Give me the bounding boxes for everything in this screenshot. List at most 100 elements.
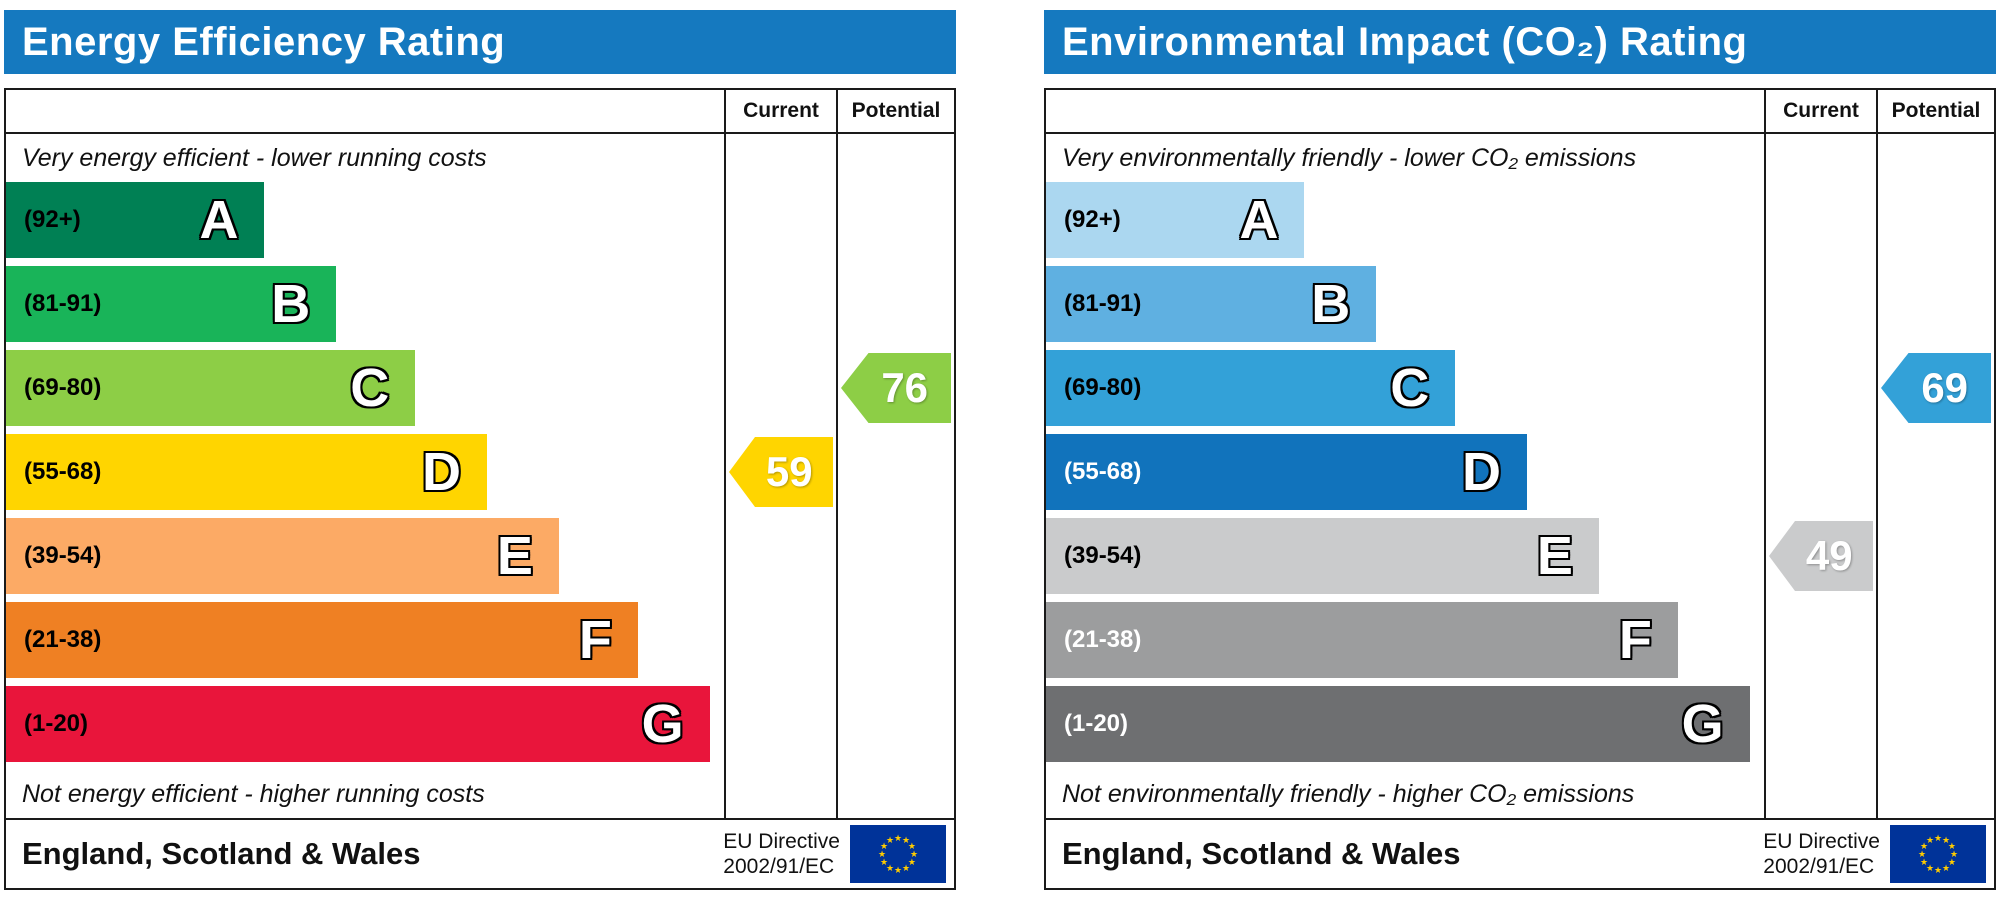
band-range-label: (21-38) (24, 626, 102, 653)
environment-current-column: 49 (1764, 134, 1876, 818)
energy-band-b: (81-91) B (6, 266, 337, 342)
band-row: (92+) A (6, 182, 724, 258)
svg-text:★: ★ (1948, 858, 1956, 868)
energy-bottom-caption: Not energy efficient - higher running co… (22, 779, 485, 808)
band-range-label: (81-91) (1064, 290, 1142, 317)
band-letter: G (641, 694, 684, 754)
environment-band-g: (1-20) G (1046, 686, 1750, 762)
energy-band-a: (92+) A (6, 182, 265, 258)
energy-band-e: (39-54) E (6, 518, 559, 594)
environment-potential-value: 69 (1921, 364, 1969, 411)
energy-rating-table: Current Potential Very energy efficient … (4, 88, 956, 890)
svg-text:★: ★ (1920, 842, 1928, 852)
energy-bands-area: Very energy efficient - lower running co… (6, 134, 724, 818)
band-range-label: (92+) (1064, 206, 1121, 233)
energy-columns-header: Current Potential (6, 90, 954, 134)
band-range-label: (55-68) (24, 458, 102, 485)
energy-potential-value: 76 (881, 364, 929, 411)
energy-current-column: 59 (724, 134, 836, 818)
svg-text:★: ★ (1934, 834, 1942, 844)
environment-band-e: (39-54) E (1046, 518, 1599, 594)
svg-text:★: ★ (1942, 864, 1950, 874)
environment-title-bar: Environmental Impact (CO₂) Rating (1044, 10, 1996, 74)
svg-text:★: ★ (886, 864, 894, 874)
band-letter: A (199, 190, 239, 250)
energy-top-caption: Very energy efficient - lower running co… (22, 143, 487, 172)
energy-chart-area: Very energy efficient - lower running co… (6, 134, 954, 818)
environment-bottom-caption: Not environmentally friendly - higher CO… (1062, 779, 1635, 808)
svg-text:★: ★ (1920, 858, 1928, 868)
environment-potential-arrow: 69 (1881, 353, 1991, 423)
band-row: (1-20) G (6, 686, 724, 762)
band-range-label: (1-20) (24, 710, 89, 737)
environment-potential-column: 69 (1876, 134, 1994, 818)
energy-band-c: (69-80) C (6, 350, 416, 426)
environment-band-a: (92+) A (1046, 182, 1305, 258)
svg-text:★: ★ (902, 864, 910, 874)
environment-columns-spacer (1046, 90, 1764, 132)
eu-directive-line1: EU Directive (723, 829, 840, 853)
footer-region-label: England, Scotland & Wales (1062, 836, 1461, 871)
band-row: (81-91) B (6, 266, 724, 342)
band-letter: A (1239, 190, 1279, 250)
band-letter: E (496, 526, 533, 586)
band-row: (55-68) D (1046, 434, 1764, 510)
energy-panel-title: Energy Efficiency Rating (22, 19, 506, 64)
eu-directive-text: EU Directive 2002/91/EC (1763, 829, 1880, 879)
environment-footer: England, Scotland & Wales EU Directive 2… (1046, 818, 1994, 888)
environment-bands-area: Very environmentally friendly - lower CO… (1046, 134, 1764, 818)
environment-current-column-header: Current (1764, 90, 1876, 132)
footer-region-label: England, Scotland & Wales (22, 836, 421, 871)
svg-text:★: ★ (1950, 850, 1958, 860)
environment-current-arrow: 49 (1769, 521, 1873, 591)
band-letter: B (271, 274, 311, 334)
svg-text:★: ★ (878, 850, 886, 860)
band-letter: D (1462, 442, 1502, 502)
svg-text:★: ★ (880, 842, 888, 852)
band-range-label: (92+) (24, 206, 81, 233)
environment-current-value: 49 (1805, 532, 1853, 579)
band-row: (1-20) G (1046, 686, 1764, 762)
environment-band-b: (81-91) B (1046, 266, 1377, 342)
eu-directive-line1: EU Directive (1763, 829, 1880, 853)
band-row: (81-91) B (1046, 266, 1764, 342)
svg-text:★: ★ (894, 866, 902, 876)
environment-top-caption: Very environmentally friendly - lower CO… (1062, 143, 1637, 172)
svg-text:★: ★ (880, 858, 888, 868)
svg-text:★: ★ (1926, 864, 1934, 874)
band-letter: B (1311, 274, 1351, 334)
svg-text:★: ★ (1918, 850, 1926, 860)
band-letter: F (1618, 610, 1652, 670)
energy-band-g: (1-20) G (6, 686, 710, 762)
band-range-label: (55-68) (1064, 458, 1142, 485)
band-range-label: (69-80) (24, 374, 102, 401)
svg-text:★: ★ (894, 834, 902, 844)
band-range-label: (21-38) (1064, 626, 1142, 653)
band-row: (69-80) C (6, 350, 724, 426)
energy-potential-column-header: Potential (836, 90, 954, 132)
environment-chart-area: Very environmentally friendly - lower CO… (1046, 134, 1994, 818)
energy-current-column-header: Current (724, 90, 836, 132)
band-letter: F (578, 610, 612, 670)
energy-title-bar: Energy Efficiency Rating (4, 10, 956, 74)
band-range-label: (39-54) (24, 542, 102, 569)
svg-text:★: ★ (908, 842, 916, 852)
band-row: (21-38) F (1046, 602, 1764, 678)
band-range-label: (81-91) (24, 290, 102, 317)
svg-text:★: ★ (1942, 836, 1950, 846)
energy-potential-arrow: 76 (841, 353, 951, 423)
svg-text:★: ★ (1934, 866, 1942, 876)
band-row: (69-80) C (1046, 350, 1764, 426)
svg-text:★: ★ (1948, 842, 1956, 852)
svg-text:★: ★ (910, 850, 918, 860)
svg-text:★: ★ (1926, 836, 1934, 846)
svg-text:★: ★ (902, 836, 910, 846)
energy-footer: England, Scotland & Wales EU Directive 2… (6, 818, 954, 888)
band-letter: G (1681, 694, 1724, 754)
band-range-label: (39-54) (1064, 542, 1142, 569)
band-letter: D (422, 442, 462, 502)
band-row: (55-68) D (6, 434, 724, 510)
band-letter: C (1390, 358, 1430, 418)
energy-efficiency-panel: Energy Efficiency Rating Current Potenti… (4, 10, 956, 899)
